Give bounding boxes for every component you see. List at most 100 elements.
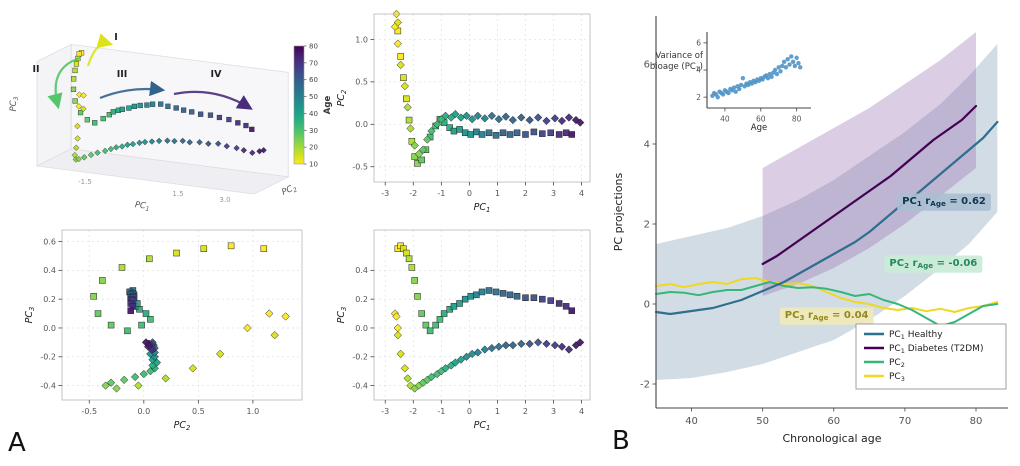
svg-text:0: 0: [644, 300, 650, 311]
svg-text:0.5: 0.5: [355, 78, 368, 87]
pc2_vs_pc1: -3 -2 -1 0 1 2 3 4 -0.5 0.0 0.5 1.0 PC1 PC2: [336, 9, 591, 214]
scatter-points: [90, 242, 290, 393]
svg-text:1: 1: [495, 407, 500, 416]
svg-text:PC1: PC1: [474, 202, 491, 214]
scatter-points: [390, 9, 585, 167]
svg-text:PC projections: PC projections: [612, 172, 625, 251]
scatter-pc3-vs-pc2: -0.5 0.0 0.5 1.0 -0.4 -0.2 0.0 0.2 0.4 0.6 PC2 PC3: [24, 229, 303, 432]
svg-text:6: 6: [644, 60, 650, 71]
scatter-points-3d: [70, 50, 267, 163]
svg-text:0.0: 0.0: [355, 120, 368, 129]
svg-text:PC2: PC2: [280, 182, 298, 199]
pc1-diabetes-band: [762, 32, 976, 296]
svg-text:1.5: 1.5: [172, 190, 183, 198]
svg-text:2: 2: [523, 407, 528, 416]
line-pc1h: [654, 120, 999, 316]
svg-text:2: 2: [644, 220, 650, 231]
svg-text:PC3: PC3: [336, 307, 348, 324]
pca-3d-plot: III III IVPC1PC2PC3-1.51.53.01020304050607…: [9, 32, 333, 213]
svg-text:Age: Age: [323, 96, 333, 115]
svg-text:60: 60: [827, 416, 840, 427]
svg-text:40: 40: [685, 416, 698, 427]
svg-text:PC2: PC2: [174, 420, 191, 432]
stage-arrow-I: [86, 33, 114, 67]
svg-text:3: 3: [551, 407, 556, 416]
svg-text:0.6: 0.6: [43, 237, 56, 246]
svg-text:80: 80: [970, 416, 983, 427]
annotation: PC2 rAge = -0.06: [884, 255, 983, 273]
svg-text:-0.2: -0.2: [40, 353, 56, 362]
svg-text:Variance of: Variance of: [655, 51, 704, 61]
svg-text:40: 40: [309, 110, 318, 118]
scatter-pc3-vs-pc1: -3 -2 -1 0 1 2 3 4 -0.4 -0.2 0.0 0.2 0.4 PC1 PC3: [336, 229, 591, 432]
scatter-pc2-vs-pc1: -3 -2 -1 0 1 2 3 4 -0.5 0.0 0.5 1.0 PC1 PC2: [336, 9, 591, 214]
pc3_vs_pc2: -0.5 0.0 0.5 1.0 -0.4 -0.2 0.0 0.2 0.4 0.6 PC2 PC3: [24, 229, 303, 432]
svg-text:80: 80: [309, 43, 318, 51]
svg-text:-2: -2: [409, 189, 417, 198]
svg-text:-0.5: -0.5: [81, 407, 97, 416]
svg-text:30: 30: [309, 127, 318, 135]
svg-text:-0.2: -0.2: [352, 353, 368, 362]
pc1-healthy-band: [656, 44, 998, 380]
plot-frame: [373, 13, 591, 183]
svg-text:Chronological age: Chronological age: [782, 432, 881, 445]
svg-text:-1: -1: [437, 189, 445, 198]
svg-text:0.0: 0.0: [137, 407, 150, 416]
panel-a-label: A: [8, 428, 26, 458]
svg-text:0: 0: [467, 407, 472, 416]
annotation: PC1 rAge = 0.62: [897, 193, 991, 211]
legend: PC1 Healthy PC1 Diabetes (T2DM) PC2 PC3: [855, 323, 1007, 390]
svg-text:PC3 rAge = 0.04: PC3 rAge = 0.04: [785, 310, 869, 322]
svg-text:I: I: [114, 32, 118, 43]
svg-text:1: 1: [495, 189, 500, 198]
svg-text:4: 4: [644, 140, 650, 151]
svg-text:70: 70: [309, 59, 318, 67]
svg-text:-1: -1: [437, 407, 445, 416]
svg-text:II: II: [32, 64, 39, 75]
svg-text:3.0: 3.0: [219, 196, 230, 204]
svg-text:PC2: PC2: [889, 358, 905, 369]
plot-frame: [373, 229, 591, 401]
panel-b-label: B: [612, 426, 630, 456]
svg-text:1.0: 1.0: [355, 35, 368, 44]
svg-text:0.5: 0.5: [192, 407, 205, 416]
svg-text:PC2 rAge = -0.06: PC2 rAge = -0.06: [889, 258, 977, 270]
svg-text:3: 3: [551, 189, 556, 198]
svg-text:4: 4: [579, 407, 584, 416]
svg-text:-1.5: -1.5: [78, 178, 92, 186]
svg-text:0.2: 0.2: [355, 295, 368, 304]
svg-text:60: 60: [756, 115, 766, 124]
pc3_vs_pc1: -3 -2 -1 0 1 2 3 4 -0.4 -0.2 0.0 0.2 0.4 PC1 PC3: [336, 229, 591, 432]
scatter-points: [710, 54, 803, 100]
svg-text:PC1: PC1: [474, 420, 491, 432]
svg-text:PC1 Healthy: PC1 Healthy: [889, 330, 943, 341]
svg-text:PC2: PC2: [336, 90, 348, 107]
svg-text:0: 0: [467, 189, 472, 198]
svg-text:PC1: PC1: [134, 200, 150, 213]
svg-text:-2: -2: [640, 380, 650, 391]
svg-text:50: 50: [309, 93, 318, 101]
scatter-points: [390, 242, 585, 393]
svg-text:1.0: 1.0: [247, 407, 260, 416]
pca-3d: III III IVPC1PC2PC3-1.51.53.01020304050607…: [9, 32, 333, 213]
svg-text:PC1 rAge = 0.62: PC1 rAge = 0.62: [902, 196, 986, 208]
svg-text:2: 2: [696, 93, 701, 102]
svg-text:50: 50: [756, 416, 769, 427]
svg-text:-3: -3: [381, 407, 389, 416]
svg-text:PC3: PC3: [889, 372, 905, 383]
svg-text:III: III: [117, 69, 128, 80]
svg-text:IV: IV: [211, 69, 223, 80]
svg-text:Age: Age: [751, 123, 767, 133]
svg-text:0.2: 0.2: [43, 295, 56, 304]
age-colorbar: 10 20 30 40 50 60 70 80 Age: [293, 43, 333, 169]
svg-text:20: 20: [309, 144, 318, 152]
svg-text:-3: -3: [381, 189, 389, 198]
svg-text:2: 2: [523, 189, 528, 198]
svg-text:60: 60: [309, 76, 318, 84]
svg-text:6: 6: [696, 38, 701, 47]
svg-text:bioage (PC1): bioage (PC1): [650, 62, 703, 73]
line-pc3: [655, 277, 999, 313]
